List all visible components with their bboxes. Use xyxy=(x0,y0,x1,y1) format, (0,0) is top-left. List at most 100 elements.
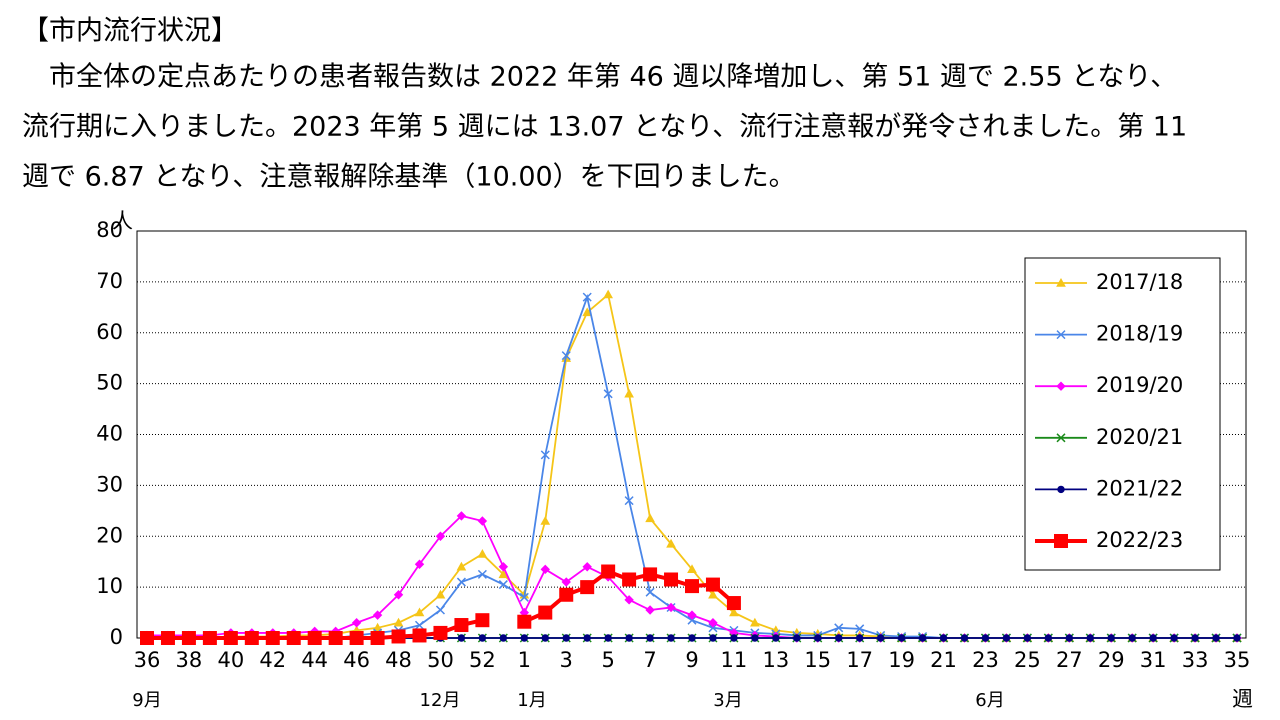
marker xyxy=(1212,634,1220,642)
marker xyxy=(685,579,699,594)
marker xyxy=(960,634,969,642)
marker xyxy=(855,634,864,642)
marker xyxy=(561,351,571,361)
marker xyxy=(1086,634,1094,642)
marker xyxy=(412,628,427,643)
marker xyxy=(349,631,364,645)
marker xyxy=(726,596,741,611)
marker xyxy=(582,562,592,572)
x-tick-label: 50 xyxy=(427,648,454,672)
legend-label: 2022/23 xyxy=(1096,528,1183,552)
marker xyxy=(918,634,927,642)
y-tick-label: 70 xyxy=(96,269,123,293)
marker xyxy=(454,618,469,633)
legend-label: 2020/21 xyxy=(1096,425,1183,449)
legend-box xyxy=(1024,257,1221,571)
marker xyxy=(456,561,467,571)
marker xyxy=(664,572,679,587)
marker xyxy=(181,631,196,645)
marker xyxy=(835,634,843,642)
legend-label: 2018/19 xyxy=(1096,322,1183,346)
marker xyxy=(435,589,446,599)
marker xyxy=(1056,381,1066,391)
marker xyxy=(1056,330,1066,340)
marker xyxy=(667,634,675,642)
marker xyxy=(625,634,633,642)
marker xyxy=(456,511,467,521)
x-tick-label: 36 xyxy=(134,648,161,672)
marker xyxy=(622,572,637,587)
marker xyxy=(540,450,550,460)
marker xyxy=(730,634,738,642)
y-unit: 人 xyxy=(112,209,133,233)
legend-label: 2021/22 xyxy=(1096,476,1183,500)
legend-label: 2019/20 xyxy=(1096,373,1183,397)
marker xyxy=(624,595,634,605)
marker xyxy=(393,590,404,600)
month-label: 12月 xyxy=(420,690,461,711)
marker xyxy=(498,569,509,579)
marker xyxy=(750,617,760,627)
marker xyxy=(582,307,593,317)
x-tick-label: 46 xyxy=(343,648,370,672)
legend-label: 2017/18 xyxy=(1096,270,1183,294)
marker xyxy=(1002,634,1011,642)
marker xyxy=(708,618,718,628)
y-tick-label: 30 xyxy=(96,472,123,496)
x-tick-label: 9 xyxy=(685,648,698,672)
x-tick-label: 48 xyxy=(385,648,412,672)
marker xyxy=(772,634,780,642)
section-title: 【市内流行状況】 xyxy=(22,16,238,47)
marker xyxy=(562,634,570,642)
marker xyxy=(435,605,445,615)
marker xyxy=(1056,277,1066,287)
marker xyxy=(519,592,529,602)
marker xyxy=(540,564,550,575)
marker xyxy=(814,634,822,642)
marker xyxy=(393,617,404,627)
marker xyxy=(645,587,655,597)
marker xyxy=(160,631,175,645)
marker xyxy=(834,623,844,633)
marker xyxy=(499,634,508,642)
marker xyxy=(475,613,490,628)
month-label: 1月 xyxy=(517,690,546,711)
x-tick-label: 35 xyxy=(1224,648,1251,672)
x-tick-label: 23 xyxy=(972,648,999,672)
marker xyxy=(687,610,697,620)
marker xyxy=(1023,634,1032,642)
marker xyxy=(603,389,613,399)
marker xyxy=(603,289,614,299)
marker xyxy=(456,577,466,587)
x-tick-label: 40 xyxy=(217,648,244,672)
marker xyxy=(666,538,676,548)
x-tick-label: 7 xyxy=(643,648,656,672)
marker xyxy=(793,634,801,642)
marker xyxy=(687,615,697,625)
marker xyxy=(498,580,508,590)
x-tick-label: 15 xyxy=(804,648,831,672)
marker xyxy=(645,513,655,523)
marker xyxy=(520,634,529,642)
marker xyxy=(538,605,553,620)
marker xyxy=(897,634,906,642)
month-label: 3月 xyxy=(713,690,742,711)
x-tick-label: 29 xyxy=(1098,648,1125,672)
marker xyxy=(517,614,532,629)
y-tick-label: 60 xyxy=(96,320,123,344)
marker xyxy=(1056,433,1066,443)
marker xyxy=(729,607,739,617)
y-tick-label: 20 xyxy=(96,523,123,547)
marker xyxy=(666,602,676,613)
marker xyxy=(414,559,425,569)
marker xyxy=(981,634,990,642)
marker xyxy=(559,587,574,602)
marker xyxy=(1057,485,1065,494)
marker xyxy=(708,623,718,633)
marker xyxy=(1107,634,1115,642)
marker xyxy=(1054,534,1068,548)
x-tick-label: 13 xyxy=(762,648,789,672)
y-tick-label: 50 xyxy=(96,371,123,395)
x-tick-label: 17 xyxy=(846,648,873,672)
marker xyxy=(414,607,425,617)
